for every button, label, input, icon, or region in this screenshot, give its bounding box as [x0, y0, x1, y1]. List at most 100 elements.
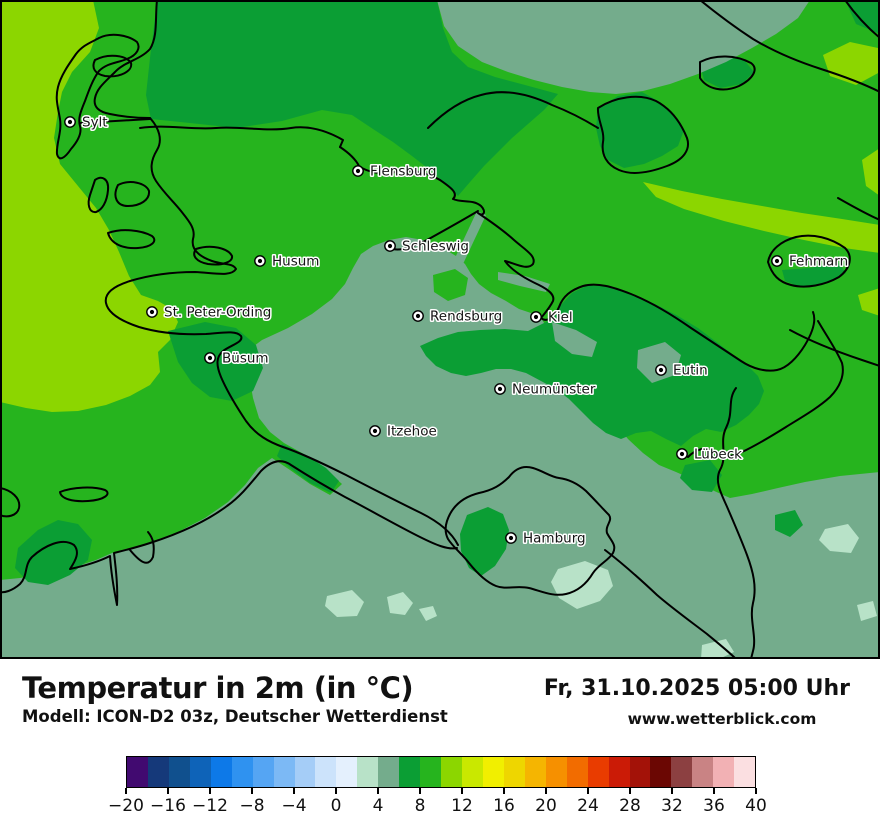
amrum-island	[87, 176, 110, 214]
legend-segment-0	[336, 757, 358, 787]
city-label: Fehmarn	[789, 254, 848, 270]
city-label: Eutin	[673, 363, 708, 379]
legend-segment--6	[273, 757, 295, 787]
city-marker-st-peter-ording: St. Peter-Ording	[146, 303, 273, 322]
city-layer: Sylt Flensburg Schleswig Husum Fehmarn St. Pe…	[64, 113, 850, 548]
jade-coast-bit	[0, 487, 21, 518]
legend-tick	[461, 788, 463, 794]
roemoe-island	[92, 54, 133, 78]
region-ploen-lakes	[552, 322, 597, 357]
city-marker-rendsburg: Rendsburg	[412, 307, 504, 326]
city-dot-inner	[415, 313, 421, 319]
legend-tick-label: −20	[108, 796, 144, 816]
coastline-contours	[0, 0, 880, 659]
city-marker-b-sum: Büsum	[204, 349, 270, 368]
legend-segment-34	[692, 757, 714, 787]
city-dot-inner	[387, 243, 393, 249]
fehmarn-island	[767, 234, 851, 288]
legend-segment-14	[482, 757, 504, 787]
legend-segment-12	[462, 757, 483, 787]
legend-segment-24	[587, 757, 609, 787]
mecklenburg-border	[716, 387, 756, 659]
city-dot-inner	[149, 309, 155, 315]
schlei-line	[392, 210, 479, 251]
city-label: Neumünster	[512, 382, 596, 398]
city-marker-husum: Husum	[254, 252, 321, 271]
legend-tick-label: 20	[535, 796, 557, 816]
legend-tick	[419, 788, 421, 794]
legend-segment-28	[629, 757, 651, 787]
sylt-island	[55, 33, 140, 160]
langeland-coast	[837, 197, 880, 221]
city-marker-itzehoe: Itzehoe	[369, 422, 438, 441]
map-area: Sylt Flensburg Schleswig Husum Fehmarn St. Pe…	[0, 0, 880, 659]
legend-segment-38	[734, 757, 756, 787]
city-marker-neum-nster: Neumünster	[494, 380, 597, 399]
border-denmark	[139, 125, 344, 148]
map-frame	[0, 0, 880, 659]
city-label: Büsum	[222, 351, 269, 367]
legend-segment--2	[315, 757, 337, 787]
website-link: www.wetterblick.com	[627, 710, 817, 728]
region-mild-patch	[433, 269, 468, 301]
city-marker-sylt: Sylt	[64, 113, 109, 132]
legend-segment--12	[210, 757, 232, 787]
aeroe-island	[699, 55, 756, 91]
legend-segment--10	[231, 757, 253, 787]
legend-tick-label: 36	[703, 796, 725, 816]
danish-northeast-coast	[427, 91, 599, 129]
caption-area: Temperatur in 2m (in °C) Fr, 31.10.2025 …	[0, 659, 880, 830]
city-marker-flensburg: Flensburg	[352, 162, 438, 181]
baltic-coast	[339, 146, 816, 372]
wursten-coast	[129, 531, 155, 564]
city-label: Kiel	[548, 310, 573, 326]
city-dot-inner	[658, 367, 664, 373]
region-denmark-cool	[146, 0, 558, 196]
region-eckernfoerde	[498, 272, 550, 292]
city-marker-eutin: Eutin	[655, 361, 709, 380]
region-cool-patches	[15, 262, 846, 585]
pellworm-island	[107, 229, 156, 250]
legend-tick-label: 0	[330, 796, 342, 816]
legend-tick-label: 4	[372, 796, 384, 816]
legend-segment-30	[650, 757, 672, 787]
region-baltic-sea	[437, 0, 810, 94]
legend-segment-22	[566, 757, 588, 787]
legend-tick	[713, 788, 715, 794]
legend-tick	[503, 788, 505, 794]
legend-tick	[545, 788, 547, 794]
region-eutin-lakes	[637, 342, 681, 383]
legend-tick-label: −16	[150, 796, 186, 816]
lolland-coast	[699, 0, 880, 93]
city-label: St. Peter-Ording	[164, 305, 271, 321]
region-schlei-inlet	[455, 211, 486, 264]
wismar-coast	[789, 329, 880, 367]
city-dot-inner	[207, 355, 213, 361]
city-dot-inner	[497, 386, 503, 392]
hindenburgdamm	[80, 118, 151, 124]
funen-corner	[844, 0, 880, 39]
temperature-map: Sylt Flensburg Schleswig Husum Fehmarn St. Pe…	[0, 0, 880, 659]
city-dot-inner	[533, 314, 539, 320]
city-label: Hamburg	[523, 531, 586, 547]
danish-west-coast	[93, 0, 158, 119]
city-marker-hamburg: Hamburg	[505, 529, 587, 548]
legend-segment-32	[671, 757, 693, 787]
legend-tick	[167, 788, 169, 794]
hamburg-boundary	[444, 466, 616, 596]
wagrien-luebeck-bay	[687, 320, 844, 458]
legend-segment-4	[378, 757, 400, 787]
city-marker-fehmarn: Fehmarn	[771, 252, 850, 271]
city-label: Rendsburg	[430, 309, 502, 325]
legend-segment-36	[713, 757, 735, 787]
legend-segment-6	[399, 757, 421, 787]
legend-tick	[125, 788, 127, 794]
legend-tick	[377, 788, 379, 794]
legend-segment-20	[545, 757, 567, 787]
city-label: Schleswig	[402, 239, 469, 255]
legend-segment-2	[357, 757, 379, 787]
legend-segment--14	[189, 757, 211, 787]
legend-tick	[335, 788, 337, 794]
small-island	[59, 486, 109, 503]
